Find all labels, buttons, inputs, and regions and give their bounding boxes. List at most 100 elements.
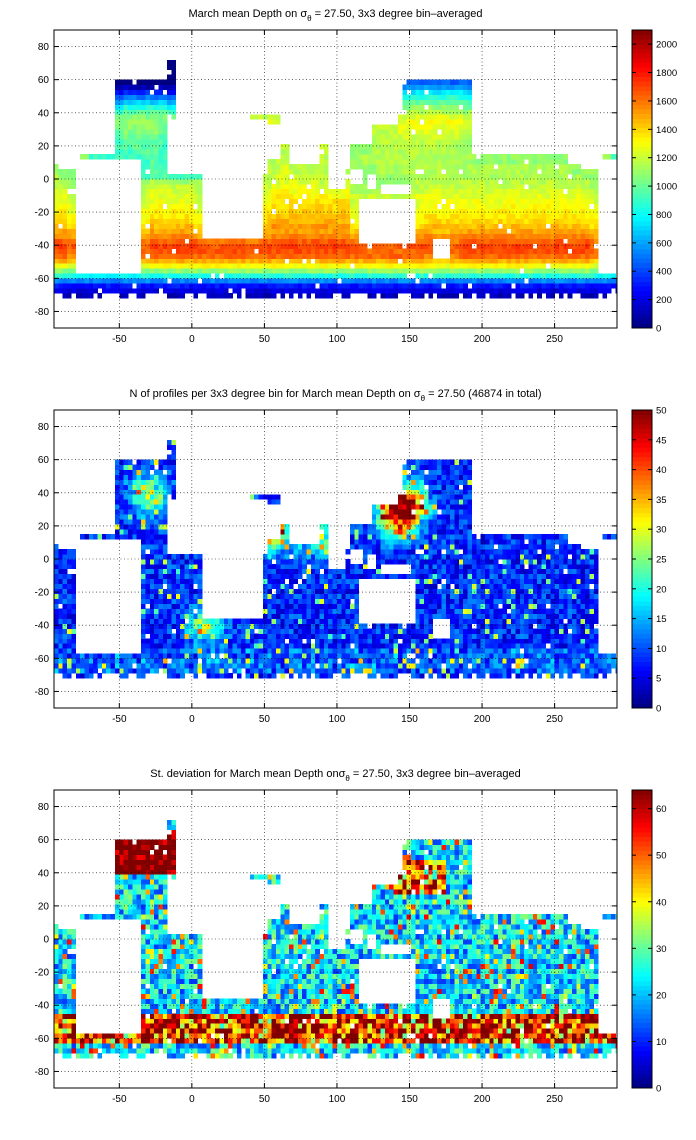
heatmap-cell [519, 213, 525, 220]
heatmap-cell [345, 233, 351, 239]
heatmap-cell [145, 258, 151, 264]
heatmap-cell [458, 208, 464, 215]
heatmap-cell [463, 188, 468, 195]
heatmap-cell [580, 233, 586, 239]
heatmap-cell [384, 623, 390, 629]
heatmap-cell [297, 233, 303, 239]
heatmap-cell [315, 174, 320, 180]
heatmap-cell [428, 668, 434, 674]
heatmap-cell [293, 218, 299, 224]
heatmap-cell [541, 228, 547, 234]
heatmap-cell [484, 243, 490, 249]
heatmap-cell [437, 608, 442, 614]
heatmap-cell [141, 283, 146, 289]
heatmap-cell [280, 253, 286, 259]
heatmap-cell [149, 129, 155, 135]
heatmap-cell [232, 243, 238, 249]
heatmap-cell [380, 293, 386, 299]
heatmap-cell [175, 278, 181, 284]
heatmap-cell [175, 623, 181, 629]
heatmap-cell [62, 288, 68, 294]
heatmap-cell [289, 233, 294, 239]
heatmap-cell [450, 248, 455, 254]
heatmap-cell [149, 109, 155, 115]
heatmap-cell [498, 268, 503, 274]
heatmap-cell [424, 258, 429, 264]
heatmap-cell [524, 628, 529, 634]
heatmap-cell [358, 253, 364, 259]
heatmap-cell [419, 653, 425, 659]
heatmap-cell [415, 84, 420, 90]
heatmap-cell [262, 218, 268, 224]
heatmap-cell [567, 169, 573, 175]
heatmap-cell [184, 263, 190, 269]
heatmap-cell [589, 603, 595, 609]
heatmap-cell [154, 258, 159, 264]
heatmap-cell [358, 638, 364, 644]
heatmap-cell [293, 188, 299, 195]
heatmap-cell [249, 633, 255, 639]
heatmap-cell [101, 154, 107, 160]
heatmap-cell [432, 164, 438, 170]
heatmap-cell [585, 643, 590, 649]
heatmap-cell [406, 164, 412, 170]
heatmap-cell [515, 258, 521, 264]
heatmap-cell [384, 633, 390, 639]
heatmap-cell [302, 174, 307, 180]
heatmap-cell [589, 288, 595, 294]
heatmap-cell [454, 164, 460, 170]
heatmap-cell [367, 268, 373, 274]
heatmap-cell [380, 179, 386, 185]
heatmap-cell [241, 273, 246, 279]
heatmap-cell [145, 119, 151, 125]
heatmap-cell [415, 208, 420, 215]
heatmap-cells [54, 439, 618, 679]
heatmap-cell [350, 613, 355, 619]
heatmap-cell [345, 203, 351, 210]
heatmap-cell [593, 653, 599, 659]
heatmap-cell [419, 663, 425, 669]
heatmap-cell [415, 268, 420, 274]
heatmap-cell [593, 638, 599, 644]
heatmap-cell [206, 238, 212, 244]
heatmap-cell [424, 278, 429, 284]
heatmap-cell [180, 238, 185, 244]
heatmap-cell [289, 273, 294, 279]
x-tick-label: 150 [401, 334, 418, 345]
y-tick-label: 40 [38, 108, 50, 119]
heatmap-cell [558, 278, 564, 284]
heatmap-cell [350, 149, 355, 155]
heatmap-cell [149, 243, 155, 249]
heatmap-cell [380, 663, 386, 669]
heatmap-cell [528, 233, 534, 239]
heatmap-cell [572, 208, 577, 215]
heatmap-cell [336, 608, 342, 614]
heatmap-cell [341, 593, 346, 600]
heatmap-cell [441, 288, 447, 294]
heatmap-cell [136, 144, 142, 150]
heatmap-cell [450, 139, 455, 145]
heatmap-cell [254, 243, 259, 249]
heatmap-cell [158, 283, 164, 289]
heatmap-cell [502, 183, 508, 190]
heatmap-cell [306, 628, 312, 634]
heatmap-cell [236, 248, 242, 254]
heatmap-cell [371, 643, 377, 649]
heatmap-cell [572, 243, 577, 249]
heatmap-cell [493, 233, 499, 239]
heatmap-cell [380, 673, 386, 679]
heatmap-cell [158, 258, 164, 264]
heatmap-cell [171, 223, 177, 229]
heatmap-cell [528, 288, 534, 294]
heatmap-cell [428, 89, 434, 95]
heatmap-cell [197, 663, 203, 669]
heatmap-cell [158, 273, 164, 279]
heatmap-cell [467, 278, 473, 284]
heatmap-cell [402, 174, 407, 180]
heatmap-cell [576, 198, 582, 205]
heatmap-cell [471, 223, 477, 229]
heatmap-cell [154, 648, 159, 654]
heatmap-cell [67, 608, 72, 614]
heatmap-cell [380, 633, 386, 639]
heatmap-cell [537, 248, 542, 254]
